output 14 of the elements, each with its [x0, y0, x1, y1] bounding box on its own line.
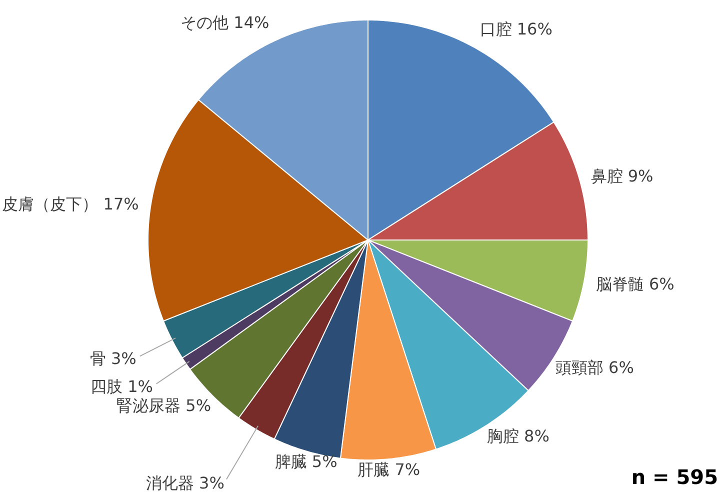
slice-label: 骨 3%	[90, 349, 136, 368]
slice-label: 腎泌尿器 5%	[116, 396, 212, 415]
slice-label: 口腔 16%	[480, 20, 552, 39]
slice-label: 皮膚（皮下） 17%	[2, 194, 139, 214]
slice-label: 脾臓 5%	[274, 452, 338, 472]
slice-label: 脳脊髄 6%	[596, 274, 674, 294]
slice-label: 頭頸部 6%	[555, 358, 634, 377]
slice-label: 胸腔 8%	[486, 426, 550, 446]
slice-label: 四肢 1%	[90, 377, 153, 396]
slice-label: 肝臓 7%	[358, 460, 420, 480]
slice-label: その他 14%	[180, 13, 270, 32]
text: n = 595	[631, 465, 718, 489]
slice-label: 消化器 3%	[146, 474, 224, 493]
slice-label: 鼻腔 9%	[590, 166, 654, 186]
